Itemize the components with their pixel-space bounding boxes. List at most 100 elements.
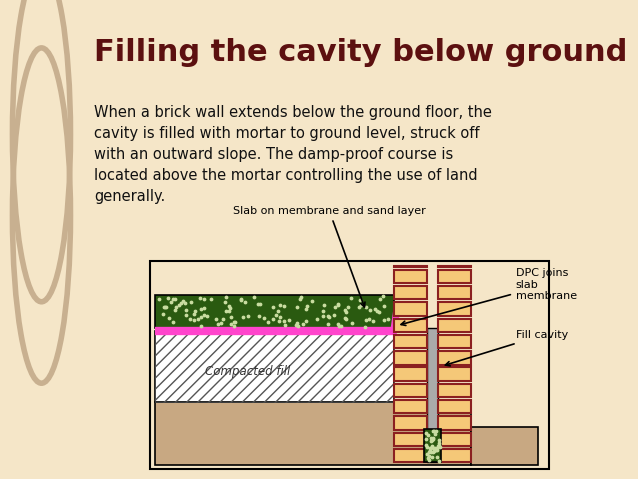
Bar [155, 331, 394, 402]
Point [240, 298, 250, 306]
Point [220, 298, 230, 306]
Point [323, 312, 333, 320]
Bar [438, 319, 471, 332]
Point [427, 435, 437, 443]
Point [268, 316, 278, 323]
Point [340, 306, 350, 313]
Point [195, 313, 205, 320]
Point [424, 455, 434, 462]
Point [199, 296, 209, 303]
Point [332, 301, 343, 308]
Point [431, 453, 441, 461]
Point [161, 303, 171, 311]
Point [343, 303, 353, 311]
Point [195, 294, 205, 302]
Point [356, 301, 366, 308]
Bar [438, 286, 471, 299]
Bar [394, 384, 427, 397]
Point [422, 443, 432, 451]
Point [292, 303, 302, 311]
Bar [394, 416, 427, 430]
Bar [155, 295, 394, 328]
Point [189, 310, 199, 318]
Bar [394, 335, 427, 348]
Bar [438, 351, 471, 365]
Point [369, 305, 380, 313]
Point [221, 293, 231, 301]
Point [198, 311, 209, 319]
Bar [394, 351, 427, 365]
Bar [394, 400, 427, 413]
Point [238, 314, 248, 321]
Point [178, 297, 188, 305]
Point [433, 439, 443, 446]
Point [248, 293, 258, 301]
Point [427, 443, 438, 450]
Point [225, 304, 235, 312]
Point [428, 427, 438, 434]
Bar [155, 402, 471, 465]
Bar [427, 328, 438, 462]
Bar [438, 433, 471, 446]
Point [434, 443, 445, 451]
Point [263, 318, 273, 326]
Text: When a brick wall extends below the ground floor, the
cavity is filled with mort: When a brick wall extends below the grou… [94, 105, 492, 205]
Point [189, 316, 199, 323]
Point [430, 431, 440, 438]
Point [375, 296, 385, 303]
Point [330, 303, 340, 310]
Point [379, 316, 389, 324]
Point [170, 296, 181, 303]
Point [426, 437, 436, 445]
Point [181, 306, 191, 314]
Text: Compacted fill: Compacted fill [205, 365, 290, 378]
Point [292, 319, 302, 327]
Point [206, 296, 216, 303]
Point [318, 307, 328, 315]
Bar [149, 261, 549, 469]
Point [429, 427, 439, 435]
Text: Filling the cavity below ground: Filling the cavity below ground [94, 38, 627, 68]
Point [186, 298, 196, 306]
Point [274, 313, 285, 320]
Point [185, 315, 195, 323]
Point [332, 301, 343, 308]
Point [433, 457, 443, 465]
Point [158, 310, 168, 318]
Point [372, 307, 382, 315]
Point [329, 311, 339, 319]
Point [422, 450, 433, 457]
Point [168, 295, 178, 303]
Point [274, 317, 284, 325]
Point [216, 319, 226, 327]
Point [434, 436, 444, 444]
Bar [394, 302, 427, 316]
Point [171, 304, 181, 311]
Bar [438, 384, 471, 397]
Point [197, 322, 207, 330]
Point [431, 446, 441, 454]
Bar [424, 429, 441, 462]
Point [280, 321, 290, 329]
Point [355, 297, 365, 304]
Bar [394, 319, 427, 332]
Point [354, 303, 364, 311]
Point [221, 308, 231, 315]
Point [180, 299, 190, 307]
Point [170, 307, 181, 314]
Point [154, 295, 164, 303]
Text: Slab on membrane and sand layer: Slab on membrane and sand layer [233, 205, 426, 307]
Point [163, 294, 174, 302]
Bar [155, 331, 394, 402]
Point [333, 320, 343, 328]
Point [243, 312, 253, 320]
Point [421, 429, 431, 436]
Bar [394, 270, 427, 283]
Point [424, 445, 434, 452]
Point [308, 297, 318, 305]
Point [271, 311, 281, 319]
Point [228, 319, 239, 326]
Point [318, 312, 328, 320]
Point [163, 314, 174, 322]
Point [379, 302, 389, 310]
